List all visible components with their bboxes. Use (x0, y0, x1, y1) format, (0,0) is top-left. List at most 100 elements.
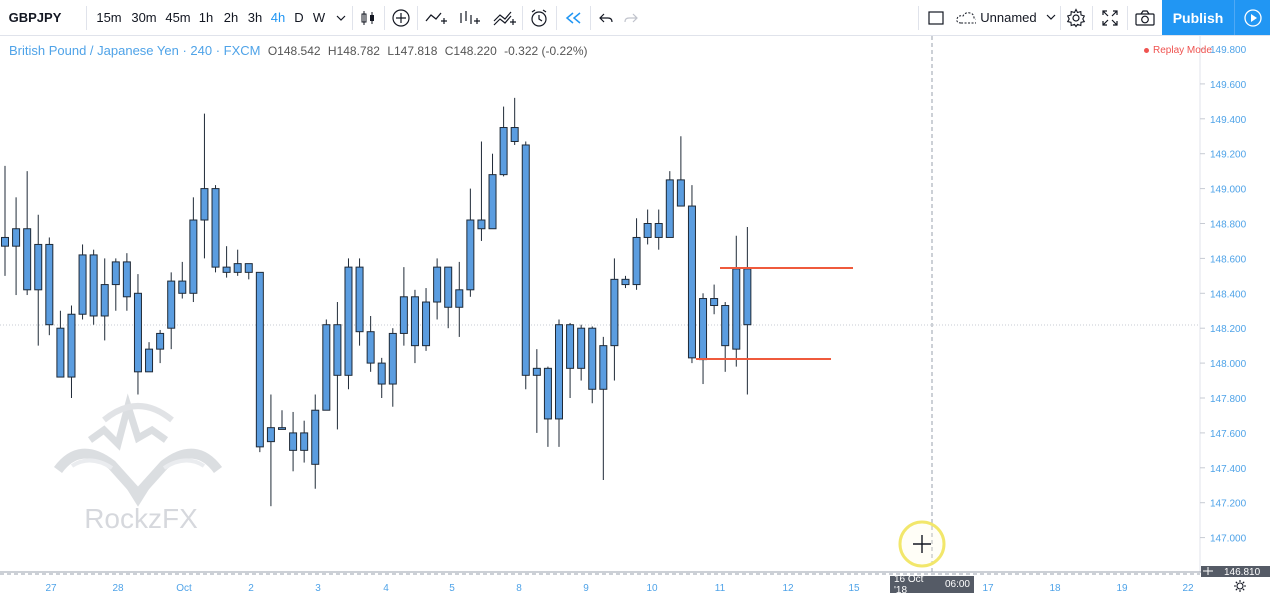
candle-body (222, 266, 231, 273)
timeframe-4h[interactable]: 4h (270, 10, 286, 25)
crosshair-time: 06:00 (944, 579, 970, 590)
candle (566, 322, 575, 398)
y-tick-label: 148.800 (1210, 220, 1247, 231)
x-tick-label: 15 (848, 583, 860, 594)
candle-body (311, 409, 320, 465)
candle-body (555, 324, 563, 420)
candle (410, 289, 419, 364)
timeframe-30m[interactable]: 30m (131, 10, 157, 25)
candle-body (676, 179, 685, 207)
low-value: 147.818 (394, 44, 438, 58)
y-tick-label: 149.800 (1210, 45, 1247, 56)
candle (344, 258, 353, 390)
candle (244, 263, 253, 280)
candle (510, 97, 519, 145)
timeframe-w[interactable]: W (312, 10, 326, 25)
open-label: O (267, 44, 278, 58)
compare-icon[interactable] (422, 0, 450, 35)
candle (333, 302, 342, 430)
candle-body (566, 324, 575, 369)
candle (699, 293, 708, 385)
symbol-search-button[interactable]: GBPJPY (8, 10, 62, 25)
settings-icon[interactable] (1063, 0, 1089, 35)
candle-body (278, 427, 286, 430)
candle (23, 171, 32, 296)
toolbar-divider (556, 6, 557, 30)
time-axis[interactable]: 27 28 Oct 2 3 4 5 8 9 10 11 12 15 17 18 19 22 (45, 583, 1194, 594)
templates-icon[interactable] (490, 0, 518, 35)
candle-body (12, 228, 21, 247)
candle (466, 188, 475, 297)
candles-icon[interactable] (356, 0, 380, 35)
candle-body (167, 280, 176, 329)
timeframe-3h[interactable]: 3h (247, 10, 263, 25)
candle (145, 342, 154, 373)
play-icon[interactable] (1234, 0, 1270, 35)
layout-name: Unnamed (980, 10, 1037, 25)
plus-icon[interactable] (1203, 567, 1213, 575)
candle (322, 319, 331, 411)
candle-body (211, 188, 220, 268)
chart-legend: British Pound / Japanese Yen · 240 · FXC… (9, 43, 588, 58)
price-axis[interactable]: 149.800 149.600 149.400 149.200 149.000 148.8… (1200, 45, 1247, 545)
x-tick-label: 19 (1116, 583, 1128, 594)
candle-body (499, 127, 508, 176)
toolbar-divider (1092, 6, 1093, 30)
candle-body (543, 367, 552, 420)
legend-title[interactable]: British Pound / Japanese Yen · 240 · FXC… (9, 43, 261, 58)
candle-body (444, 266, 453, 308)
toolbar-divider (352, 6, 353, 30)
candle-body (78, 254, 87, 315)
indicators-icon[interactable] (455, 0, 483, 35)
price-chart[interactable]: RockzFX 149.800149.600149.400149.200149.… (0, 36, 1270, 602)
replay-mode-indicator[interactable]: Replay Mode (1144, 45, 1212, 56)
x-tick-label: 18 (1049, 583, 1061, 594)
candle (710, 284, 719, 315)
candle-body (1, 236, 9, 247)
candle-body (266, 427, 275, 443)
fullscreen-icon[interactable] (1096, 0, 1124, 35)
replay-icon[interactable] (561, 0, 587, 35)
layout-menu-button[interactable]: Unnamed (955, 0, 1057, 35)
candle (532, 349, 541, 433)
candle (1, 165, 9, 276)
candle-body (178, 280, 187, 294)
candle (255, 271, 264, 453)
candle (543, 366, 552, 447)
candle (78, 244, 87, 320)
axis-settings-icon[interactable] (1234, 580, 1246, 592)
close-value: 148.220 (453, 44, 497, 58)
undo-icon[interactable] (595, 0, 617, 35)
candle-body (433, 266, 442, 303)
camera-icon[interactable] (1131, 0, 1159, 35)
candle (56, 310, 65, 378)
chevron-down-icon[interactable] (333, 0, 349, 35)
timeframe-15m[interactable]: 15m (96, 10, 122, 25)
candle (167, 272, 176, 350)
candle (12, 197, 21, 296)
chevron-down-icon (1046, 14, 1056, 20)
candle-body (743, 268, 752, 326)
high-label: H (327, 44, 337, 58)
candle (211, 185, 220, 273)
timeframe-1h[interactable]: 1h (198, 10, 214, 25)
timeframe-d[interactable]: D (294, 10, 304, 25)
toolbar-divider (86, 6, 87, 30)
x-tick-label: Oct (176, 583, 192, 594)
candle (266, 394, 275, 507)
y-tick-label: 147.400 (1210, 464, 1247, 475)
timeframe-2h[interactable]: 2h (223, 10, 239, 25)
fullscreen-box-icon[interactable] (924, 0, 948, 35)
x-tick-label: 4 (383, 583, 389, 594)
time-crosshair-tag: 16 Oct '18 06:00 (890, 574, 974, 596)
add-indicator-icon[interactable] (389, 0, 413, 35)
alert-icon[interactable] (526, 0, 552, 35)
timeframe-45m[interactable]: 45m (165, 10, 191, 25)
change-value: -0.322 (-0.22%) (504, 44, 588, 58)
x-tick-label: 27 (45, 583, 57, 594)
publish-button[interactable]: Publish (1162, 0, 1234, 35)
candle-body (521, 144, 530, 376)
candle (300, 420, 309, 463)
candle (366, 315, 375, 372)
candle (122, 253, 131, 311)
